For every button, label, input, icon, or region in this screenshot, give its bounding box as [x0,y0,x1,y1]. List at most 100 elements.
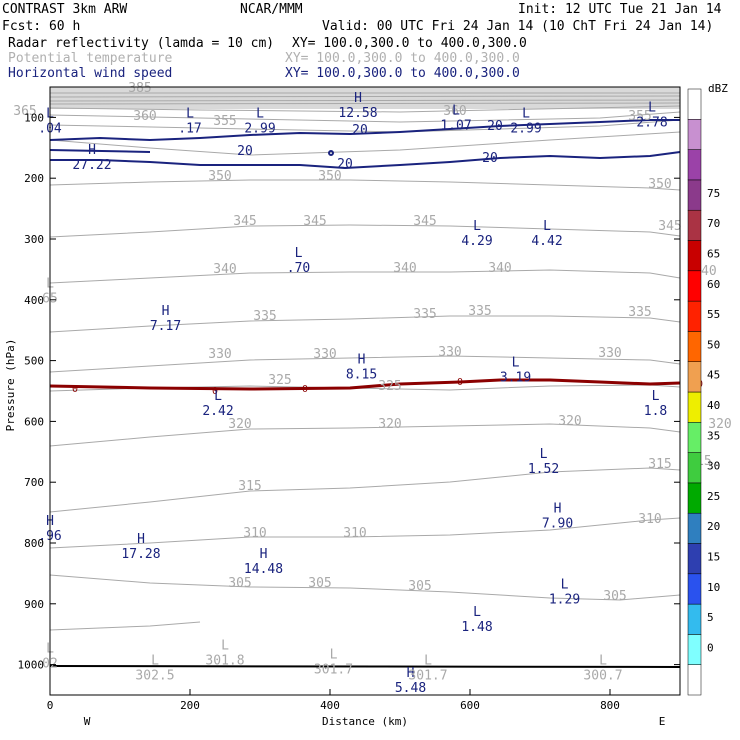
wind-contour-label: 20 [237,144,253,159]
wind-extremum-value: 17.28 [121,547,160,562]
wind-extremum-letter: H [162,304,170,319]
colorbar-label: 5 [707,611,714,624]
header-institution: NCAR/MMM [240,2,303,17]
wind-contours [49,119,681,170]
theta-extremum-value: 301.7 [314,663,353,678]
colorbar-box [687,119,702,150]
colorbar-box [687,300,702,332]
field-wind-xy: XY= 100.0,300.0 to 400.0,300.0 [285,66,520,81]
y-tick-label: 100 [24,111,44,124]
theta-contour-label: 320 [558,414,581,429]
theta-contour-label: 305 [228,576,251,591]
theta-contour-label: 305 [308,576,331,591]
theta-extremum-value: 302.5 [135,669,174,684]
field-reflectivity-xy: XY= 100.0,300.0 to 400.0,300.0 [292,36,527,51]
colorbar-labels: 0 5 10 15 20 25 30 35 40 45 50 55 60 65 70 75 [707,187,720,655]
colorbar-box [687,331,702,362]
wind-extremum-letter: L [473,219,481,234]
header-init: Init: 12 UTC Tue 21 Jan 14 [518,2,722,17]
theta-contour-label: 305 [408,579,431,594]
y-tick-label: 800 [24,537,44,550]
theta-contours [49,92,681,631]
field-theta-xy: XY= 100.0,300.0 to 400.0,300.0 [285,51,520,66]
y-tick-label: 300 [24,233,44,246]
wind-contour-label: 20 [487,119,503,134]
colorbar-box [687,209,702,241]
y-axis-label: Pressure (hPa) [4,339,17,432]
colorbar-label: 0 [707,641,714,654]
colorbar-label: 70 [707,217,720,230]
colorbar-label: 60 [707,278,720,291]
wind-extremum-letter: L [540,447,548,462]
colorbar-box [687,543,702,575]
theta-contour-label: 345 [413,214,436,229]
colorbar: dBZ 0 5 10 15 20 25 30 35 40 45 50 55 60 65 70 75 [687,82,728,696]
theta-contour-label: 335 [253,309,276,324]
wind-extremum-value: 3.19 [500,371,531,386]
field-theta-name: Potential temperature [8,51,173,66]
wind-extremum-value: 1.07 [440,118,471,133]
y-tick-label: 600 [24,415,44,428]
theta-contour-label: 345 [303,214,326,229]
colorbar-box [687,361,702,393]
wind-extremum-value: 2.99 [510,121,541,136]
wind-extremum-letter: L [295,246,303,261]
wind-extremum-value: 7.90 [542,517,573,532]
surface-line [49,665,681,668]
theta-extremum-letter: L [599,654,607,669]
colorbar-box [687,452,702,484]
x-axis-label: Distance (km) [322,715,408,728]
wind-extremum-value: .70 [287,261,310,276]
colorbar-label: 65 [707,248,720,261]
theta-extremum-value: 301.8 [205,653,244,668]
wind-extremum-value: 1.52 [528,462,559,477]
colorbar-label: 20 [707,520,720,533]
theta-contour-label: 320 [228,417,251,432]
x-axis-east-label: E [659,715,666,728]
reflectivity-contour-label: 0 [72,384,78,395]
colorbar-box [687,270,702,302]
theta-extremum-value: 300.7 [583,669,622,684]
wind-extremum-value: 27.22 [72,158,111,173]
reflectivity-contour-label: 0 [302,384,308,395]
y-tick-label: 500 [24,355,44,368]
theta-contour-label: 345 [233,214,256,229]
x-tick-label: 0 [47,699,54,712]
reflectivity-contour [49,378,681,391]
theta-contour-label: 340 [488,261,511,276]
colorbar-label: 50 [707,338,720,351]
wind-extremum-value: 2.99 [244,121,275,136]
wind-extremum-value: 14.48 [244,562,283,577]
theta-contour-label: 325 [268,373,291,388]
wind-extremum-letter: L [256,106,264,121]
wind-extremum-value: .17 [178,121,201,136]
wind-extremum-value: 1.29 [549,593,580,608]
wind-contour-label: 20 [482,151,498,166]
colorbar-box [687,240,702,272]
theta-contour-label: 315 [238,479,261,494]
colorbar-box [687,634,702,665]
colorbar-box [687,179,702,211]
theta-contour-label: 315 [648,457,671,472]
theta-extremum-letter: L [424,654,432,669]
wind-extremum-letter: H [554,502,562,517]
plot-frame [49,86,681,696]
theta-contour-label: 310 [638,512,661,527]
wind-extremum-letter: H [354,91,362,106]
x-tick-label: 600 [460,699,480,712]
header-valid: Valid: 00 UTC Fri 24 Jan 14 (10 ChT Fri … [322,19,713,34]
wind-extremum-value: 2.78 [636,115,667,130]
colorbar-box [687,603,702,635]
colorbar-box [687,149,702,181]
theta-contour-label: 320 [708,417,731,432]
theta-contour-label: 330 [598,346,621,361]
theta-contour-label: 360 [443,104,466,119]
wind-extremum-letter: L [473,605,481,620]
wind-extremum-letter: H [358,353,366,368]
colorbar-box [687,482,702,514]
colorbar-label: 10 [707,581,720,594]
wind-extremum-letter: H [88,143,96,158]
theta-extremum-letter: L [221,638,229,653]
